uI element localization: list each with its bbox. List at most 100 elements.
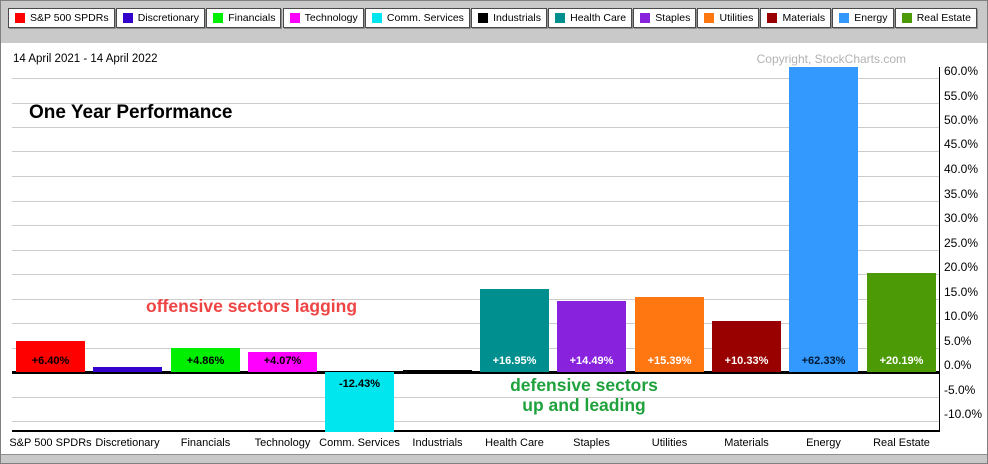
bar-value-label: +16.95%: [492, 355, 537, 367]
legend-button-financials[interactable]: Financials: [206, 8, 282, 28]
legend-button-comm-services[interactable]: Comm. Services: [364, 8, 470, 28]
x-tick-label: Materials: [724, 437, 769, 449]
legend-button-industrials[interactable]: Industrials: [471, 8, 547, 28]
bar-energy: [789, 67, 858, 372]
gridline: [12, 421, 940, 422]
legend-button-materials[interactable]: Materials: [760, 8, 832, 28]
legend-swatch: [15, 13, 25, 23]
x-tick-label: S&P 500 SPDRs: [9, 437, 92, 449]
gridline: [12, 323, 940, 324]
legend-label: S&P 500 SPDRs: [30, 12, 109, 24]
gridline: [12, 127, 940, 128]
bar-health-care: [480, 289, 549, 372]
bar-real-estate: [867, 273, 936, 372]
legend-button-real-estate[interactable]: Real Estate: [894, 8, 977, 28]
x-tick-label: Financials: [180, 437, 231, 449]
y-tick-label: 0.0%: [944, 358, 972, 372]
gridline: [12, 78, 940, 79]
copyright-text: Copyright, StockCharts.com: [756, 52, 906, 66]
legend-label: Real Estate: [916, 12, 971, 24]
y-tick-label: 60.0%: [944, 64, 979, 78]
bar-discretionary: [93, 367, 162, 372]
x-tick-label: Staples: [573, 437, 610, 449]
gridline: [12, 151, 940, 152]
legend-swatch: [704, 13, 715, 23]
y-tick-label: 15.0%: [944, 285, 979, 299]
y-axis-line: [939, 67, 940, 432]
legend-label: Technology: [304, 12, 358, 24]
legend-label: Financials: [228, 12, 276, 24]
bar-staples: [557, 301, 626, 372]
legend-button-staples[interactable]: Staples: [633, 8, 697, 28]
plot-area: 14 April 2021 - 14 April 2022 Copyright,…: [1, 43, 987, 454]
legend-label: Health Care: [570, 12, 627, 24]
bar-comm-services: [325, 372, 394, 432]
legend-label: Comm. Services: [386, 12, 464, 24]
x-tick-label: Health Care: [485, 437, 544, 449]
legend-button-health-care[interactable]: Health Care: [548, 8, 633, 28]
annotation-defensive-line2: up and leading: [522, 395, 646, 415]
x-tick-label: Technology: [254, 437, 311, 449]
legend: S&P 500 SPDRs Discretionary Financials Tech…: [1, 1, 987, 28]
y-tick-label: 5.0%: [944, 334, 972, 348]
y-tick-label: 30.0%: [944, 211, 979, 225]
legend-swatch: [122, 13, 133, 23]
bar-value-label: +4.86%: [186, 355, 225, 367]
y-tick-label: 20.0%: [944, 260, 979, 274]
legend-label: Industrials: [493, 12, 541, 24]
legend-swatch: [478, 13, 489, 23]
bar-value-label: +15.39%: [647, 355, 692, 367]
gridline: [12, 225, 940, 226]
bar-value-label: -12.43%: [339, 378, 380, 390]
legend-swatch: [839, 13, 850, 23]
bar-value-label: +14.49%: [569, 355, 614, 367]
y-tick-label: -10.0%: [944, 407, 983, 421]
gridline: [12, 250, 940, 251]
bar-technology: [248, 352, 317, 372]
legend-label: Materials: [782, 12, 826, 24]
x-tick-label: Discretionary: [95, 437, 160, 449]
bar-value-label: +6.40%: [31, 355, 70, 367]
y-tick-label: 40.0%: [944, 162, 979, 176]
legend-button-energy[interactable]: Energy: [832, 8, 894, 28]
bar-s-p-500-spdrs: [16, 341, 85, 372]
legend-button-discretionary[interactable]: Discretionary: [115, 8, 206, 28]
gridline: [12, 201, 940, 202]
legend-label: Staples: [655, 12, 691, 24]
x-tick-label: Real Estate: [873, 437, 930, 449]
legend-button-s-p-500-spdrs[interactable]: S&P 500 SPDRs: [8, 8, 115, 28]
gridline: [12, 299, 940, 300]
legend-label: Energy: [854, 12, 888, 24]
chart-title: One Year Performance: [29, 102, 233, 123]
annotation-defensive-line1: defensive sectors: [510, 375, 658, 395]
bar-value-label: +4.07%: [263, 355, 302, 367]
x-tick-label: Energy: [806, 437, 841, 449]
legend-label: Utilities: [719, 12, 754, 24]
bar-value-label: +20.19%: [879, 355, 924, 367]
legend-swatch: [213, 13, 224, 23]
bar-materials: [712, 321, 781, 372]
legend-strip: S&P 500 SPDRs Discretionary Financials Tech…: [1, 1, 987, 43]
gridline: [12, 103, 940, 104]
y-tick-label: -5.0%: [944, 383, 976, 397]
legend-swatch: [767, 13, 778, 23]
y-tick-label: 45.0%: [944, 137, 979, 151]
legend-button-utilities[interactable]: Utilities: [697, 8, 760, 28]
gridline: [12, 397, 940, 398]
date-range-label: 14 April 2021 - 14 April 2022: [13, 53, 158, 65]
legend-swatch: [289, 13, 300, 23]
legend-swatch: [555, 13, 566, 23]
bar-industrials: [403, 370, 472, 372]
x-tick-label: Comm. Services: [319, 437, 400, 449]
legend-label: Discretionary: [137, 12, 200, 24]
legend-swatch: [371, 13, 382, 23]
bar-utilities: [635, 297, 704, 372]
y-tick-label: 35.0%: [944, 187, 979, 201]
legend-button-technology[interactable]: Technology: [282, 8, 364, 28]
legend-swatch: [640, 13, 651, 23]
gridline: [12, 274, 940, 275]
x-tick-label: Utilities: [651, 437, 688, 449]
gridline: [12, 348, 940, 349]
plot-bottom-border: [12, 430, 940, 432]
zero-axis-line: [12, 371, 940, 374]
